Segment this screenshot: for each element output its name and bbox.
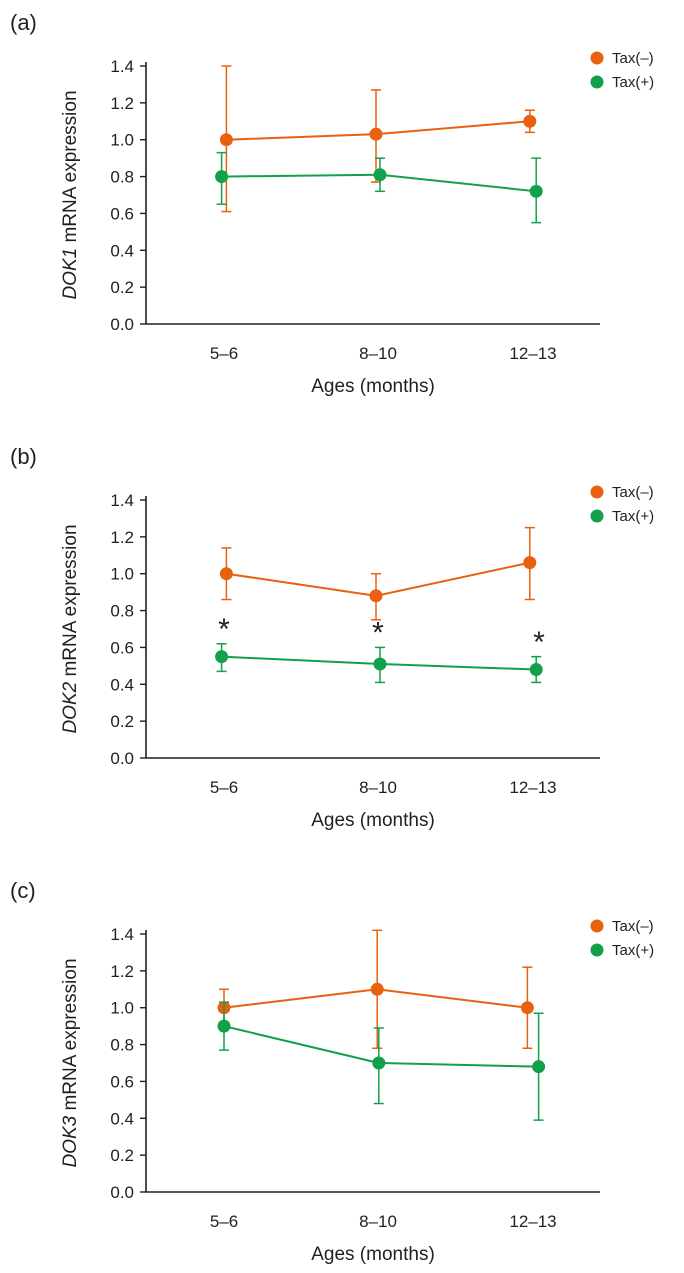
x-tick-label: 8–10: [359, 344, 397, 363]
y-axis-label: DOK2 mRNA expression: [60, 524, 81, 733]
x-axis-label: Ages (months): [311, 376, 435, 397]
y-axis-label-gene: DOK2: [60, 681, 81, 733]
y-tick-label: 0.4: [110, 675, 134, 694]
data-point: [215, 650, 229, 664]
panel-label: (a): [10, 10, 37, 35]
legend-label: Tax(+): [612, 942, 654, 959]
data-point: [215, 170, 229, 184]
data-point: [373, 657, 387, 671]
data-point: [529, 184, 543, 198]
y-tick-label: 0.8: [110, 1036, 134, 1055]
legend-marker: [590, 485, 604, 499]
legend-label: Tax(+): [612, 508, 654, 525]
data-point: [370, 982, 384, 996]
x-tick-label: 12–13: [509, 778, 556, 797]
y-axis-label-text: mRNA expression: [60, 958, 81, 1115]
y-tick-label: 0.6: [110, 204, 134, 223]
y-axis-label-text: mRNA expression: [60, 524, 81, 681]
legend-marker: [590, 509, 604, 523]
legend-marker: [590, 919, 604, 933]
x-tick-label: 5–6: [210, 778, 238, 797]
data-point: [369, 589, 383, 603]
significance-asterisk: *: [218, 613, 230, 646]
legend-label: Tax(–): [612, 50, 654, 67]
y-tick-label: 0.0: [110, 1183, 134, 1202]
y-tick-label: 1.4: [110, 57, 134, 76]
series-tax-pos: [215, 642, 543, 684]
y-tick-label: 1.2: [110, 94, 134, 113]
y-tick-label: 0.8: [110, 168, 134, 187]
x-tick-label: 12–13: [509, 344, 556, 363]
y-tick-label: 0.8: [110, 602, 134, 621]
y-tick-label: 1.4: [110, 491, 134, 510]
y-tick-label: 1.2: [110, 528, 134, 547]
legend-marker: [590, 75, 604, 89]
legend-label: Tax(–): [612, 484, 654, 501]
series-tax-pos: [215, 151, 543, 224]
y-tick-label: 1.0: [110, 565, 134, 584]
significance-asterisk: *: [372, 617, 384, 650]
panel-a: (a) 0.0 0.2 0.4 0.6 0.8 1.0 1.2 1.4 5–6 8–10 12–13 A…: [10, 10, 654, 397]
significance-asterisk: *: [533, 626, 545, 659]
y-tick-label: 0.6: [110, 638, 134, 657]
series-tax-neg: [217, 929, 534, 1050]
y-tick-label: 0.2: [110, 712, 134, 731]
x-tick-label: 5–6: [210, 344, 238, 363]
y-axis-label-gene: DOK3: [60, 1115, 81, 1167]
legend-label: Tax(–): [612, 918, 654, 935]
panel-label: (b): [10, 444, 37, 469]
y-tick-label: 0.2: [110, 278, 134, 297]
y-tick-label: 1.4: [110, 925, 134, 944]
y-axis-label: DOK1 mRNA expression: [60, 90, 81, 299]
data-point: [372, 1056, 386, 1070]
legend-marker: [590, 51, 604, 65]
legend-marker: [590, 943, 604, 957]
y-tick-label: 0.4: [110, 241, 134, 260]
series-tax-neg: [219, 65, 537, 213]
x-tick-label: 12–13: [509, 1212, 556, 1231]
legend-label: Tax(+): [612, 74, 654, 91]
data-point: [529, 663, 543, 677]
y-tick-label: 1.0: [110, 131, 134, 150]
data-point: [373, 168, 387, 182]
y-tick-label: 0.0: [110, 315, 134, 334]
x-tick-label: 5–6: [210, 1212, 238, 1231]
series-tax-pos: [217, 1001, 546, 1121]
y-tick-label: 0.4: [110, 1109, 134, 1128]
data-point: [217, 1019, 231, 1033]
data-point: [532, 1060, 546, 1074]
data-point: [520, 1001, 534, 1015]
x-tick-label: 8–10: [359, 778, 397, 797]
y-tick-label: 1.2: [110, 962, 134, 981]
data-point: [219, 133, 233, 147]
series-tax-neg: [219, 526, 537, 621]
data-point: [523, 114, 537, 128]
y-tick-label: 0.6: [110, 1072, 134, 1091]
y-tick-label: 0.2: [110, 1146, 134, 1165]
y-tick-label: 0.0: [110, 749, 134, 768]
panel-label: (c): [10, 878, 36, 903]
y-axis-label: DOK3 mRNA expression: [60, 958, 81, 1167]
data-point: [369, 127, 383, 141]
data-point: [219, 567, 233, 581]
y-axis-label-text: mRNA expression: [60, 90, 81, 247]
x-axis-label: Ages (months): [311, 810, 435, 831]
y-axis-label-gene: DOK1: [60, 248, 81, 300]
x-tick-label: 8–10: [359, 1212, 397, 1231]
x-axis-label: Ages (months): [311, 1244, 435, 1265]
panel-b: (b) 0.0 0.2 0.4 0.6 0.8 1.0 1.2 1.4 5–6 8–10 12–13 A…: [10, 444, 654, 831]
data-point: [523, 556, 537, 570]
y-tick-label: 1.0: [110, 999, 134, 1018]
panel-c: (c) 0.0 0.2 0.4 0.6 0.8 1.0 1.2 1.4 5–6 8–10 12–13 A…: [10, 878, 654, 1265]
